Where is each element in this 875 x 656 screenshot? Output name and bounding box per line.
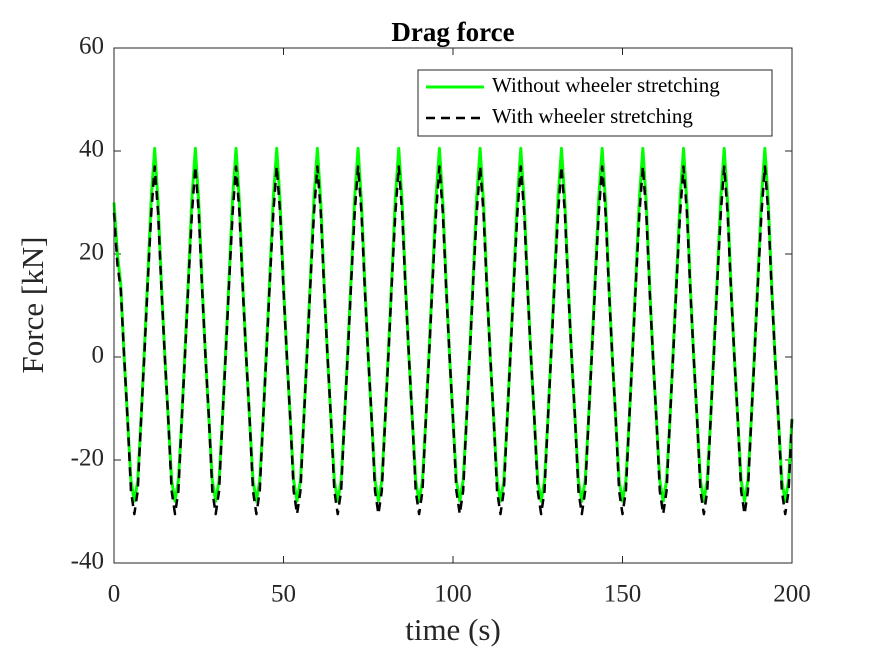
y-tick-label: 0 <box>92 342 105 369</box>
y-tick-label: 20 <box>79 239 104 266</box>
series-line <box>112 165 794 516</box>
y-tick-label: 60 <box>79 33 104 60</box>
y-tick-label: -40 <box>71 548 104 575</box>
x-tick-label: 150 <box>604 581 642 608</box>
x-axis-label: time (s) <box>405 612 501 647</box>
x-tick-label: 50 <box>271 581 296 608</box>
x-tick-label: 200 <box>773 581 811 608</box>
legend-label: Without wheeler stretching <box>492 73 720 97</box>
legend-box <box>417 69 773 137</box>
plot-frame <box>113 47 793 564</box>
y-tick-label: 40 <box>79 136 104 163</box>
chart-title: Drag force <box>391 17 514 47</box>
y-tick-label: -20 <box>71 445 104 472</box>
y-axis-label: Force [kN] <box>15 237 50 374</box>
x-tick-label: 100 <box>434 581 472 608</box>
legend-label: With wheeler stretching <box>492 104 693 128</box>
x-tick-label: 0 <box>108 581 121 608</box>
